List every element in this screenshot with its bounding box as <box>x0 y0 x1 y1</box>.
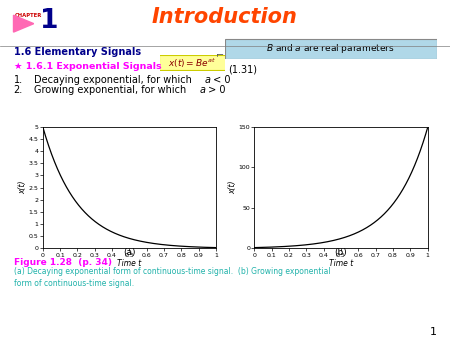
Y-axis label: x(t): x(t) <box>18 181 27 194</box>
Text: ⌐: ⌐ <box>216 49 224 59</box>
Text: 1: 1 <box>40 8 58 34</box>
Text: < 0: < 0 <box>210 75 230 86</box>
Text: $B$ and $a$ are real parameters: $B$ and $a$ are real parameters <box>266 42 395 55</box>
Text: 1.6 Elementary Signals: 1.6 Elementary Signals <box>14 47 140 57</box>
Text: CHAPTER: CHAPTER <box>15 13 42 18</box>
X-axis label: Time t: Time t <box>117 259 141 268</box>
Text: Growing exponential, for which: Growing exponential, for which <box>34 85 189 95</box>
Text: > 0: > 0 <box>205 85 226 95</box>
Text: Decaying exponential, for which: Decaying exponential, for which <box>34 75 195 86</box>
X-axis label: Time t: Time t <box>329 259 353 268</box>
Text: Figure 1.28  (p. 34): Figure 1.28 (p. 34) <box>14 258 112 267</box>
Text: ★ 1.6.1 Exponential Signals: ★ 1.6.1 Exponential Signals <box>14 62 161 71</box>
Text: $x(t) = Be^{at}$: $x(t) = Be^{at}$ <box>168 56 216 70</box>
Text: a: a <box>204 75 210 86</box>
Y-axis label: x(t): x(t) <box>228 181 237 194</box>
Text: a: a <box>200 85 206 95</box>
FancyBboxPatch shape <box>159 55 225 71</box>
Text: (a) Decaying exponential form of continuous-time signal.  (b) Growing exponentia: (a) Decaying exponential form of continu… <box>14 267 330 288</box>
FancyBboxPatch shape <box>225 39 436 58</box>
Text: Introduction: Introduction <box>152 7 298 27</box>
Text: 1.: 1. <box>14 75 22 86</box>
Text: (a): (a) <box>123 248 135 257</box>
Text: (b): (b) <box>334 248 347 257</box>
Text: 2.: 2. <box>14 85 23 95</box>
Text: (1.31): (1.31) <box>228 65 257 75</box>
Text: 1: 1 <box>429 327 436 337</box>
